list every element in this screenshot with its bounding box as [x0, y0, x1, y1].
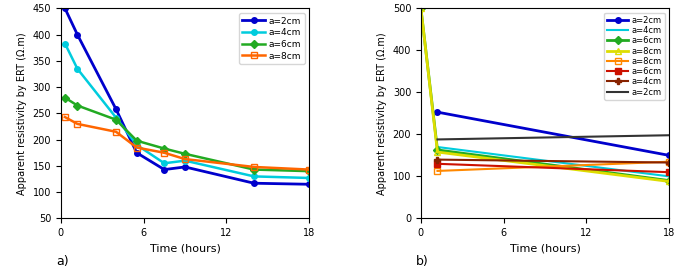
a=6cm [132, 139, 141, 143]
a=8cm [665, 180, 673, 183]
a=4cm [160, 162, 168, 165]
a=4cm [181, 159, 189, 162]
a=6cm [181, 152, 189, 155]
X-axis label: Time (hours): Time (hours) [149, 244, 220, 254]
a=6cm [250, 168, 258, 171]
a=2cm [181, 165, 189, 169]
a=8cm [181, 157, 189, 161]
a=6cm [73, 104, 81, 107]
a=8cm [433, 150, 441, 154]
a=2cm [132, 151, 141, 155]
a=4cm [305, 176, 313, 180]
a=2cm [250, 181, 258, 185]
a=4cm [73, 67, 81, 71]
a=8cm [160, 151, 168, 155]
a=8cm [132, 146, 141, 149]
Line: a=8cm: a=8cm [418, 5, 673, 185]
Line: a=6cm: a=6cm [418, 6, 672, 183]
a=6cm [160, 147, 168, 150]
a=6cm [305, 169, 313, 173]
Text: a): a) [56, 255, 68, 268]
a=6cm [433, 148, 441, 152]
Y-axis label: Apparent resistivity by ERT (Ω.m): Apparent resistivity by ERT (Ω.m) [377, 32, 387, 195]
a=2cm [160, 168, 168, 171]
a=2cm [61, 7, 69, 10]
Line: a=6cm: a=6cm [62, 95, 312, 174]
a=4cm [132, 143, 141, 147]
Line: a=2cm: a=2cm [62, 6, 312, 187]
X-axis label: Time (hours): Time (hours) [510, 244, 581, 254]
a=8cm [250, 165, 258, 169]
Y-axis label: Apparent resistivity by ERT (Ω.m): Apparent resistivity by ERT (Ω.m) [17, 32, 27, 195]
Legend: a=2cm, a=4cm, a=6cm, a=8cm: a=2cm, a=4cm, a=6cm, a=8cm [239, 13, 305, 64]
Legend: a=2cm, a=4cm, a=6cm, a=8cm, a=8cm, a=6cm, a=4cm, a=2cm: a=2cm, a=4cm, a=6cm, a=8cm, a=8cm, a=6cm… [604, 13, 665, 100]
a=4cm [250, 175, 258, 178]
a=8cm [61, 115, 69, 119]
a=2cm [305, 183, 313, 186]
a=6cm [112, 118, 120, 122]
a=8cm [417, 7, 425, 10]
a=6cm [665, 179, 673, 182]
a=4cm [61, 42, 69, 45]
a=2cm [73, 33, 81, 36]
a=2cm [112, 108, 120, 111]
a=8cm [112, 130, 120, 134]
a=8cm [73, 122, 81, 126]
a=6cm [61, 96, 69, 99]
a=4cm [112, 116, 120, 119]
Text: b): b) [416, 255, 429, 268]
a=6cm [417, 7, 425, 10]
a=8cm [305, 168, 313, 171]
Line: a=8cm: a=8cm [62, 114, 312, 172]
Line: a=4cm: a=4cm [62, 41, 312, 181]
